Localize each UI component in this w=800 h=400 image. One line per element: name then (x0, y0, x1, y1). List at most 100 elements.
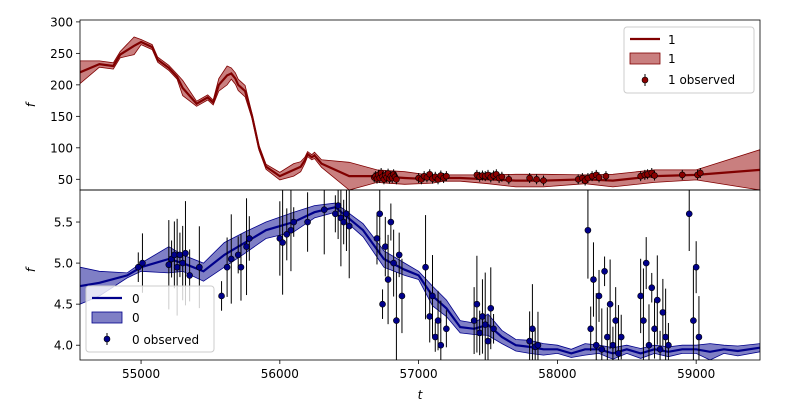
bottom-observed-marker (387, 218, 395, 226)
bottom-observed-marker (654, 296, 661, 304)
bottom-observed-marker (334, 202, 342, 209)
top-observed-marker (526, 174, 533, 182)
bottom-observed-marker (237, 263, 245, 271)
bottom-observed-point (651, 299, 658, 359)
top-y-tick-label: 200 (50, 78, 73, 92)
bottom-observed-marker (182, 249, 189, 257)
top-panel: 50 100 150 200 250 300 f 1 1 1 observed (24, 15, 761, 191)
top-y-tick-label: 150 (50, 110, 73, 124)
bottom-observed-marker (173, 263, 181, 271)
bottom-observed-marker (692, 263, 700, 271)
bottom-observed-point (218, 281, 225, 311)
bottom-observed-point (487, 267, 495, 350)
bottom-y-axis-label: f (24, 266, 38, 272)
bottom-observed-point (382, 216, 389, 277)
bottom-observed-marker (320, 206, 328, 214)
top-legend-band-swatch (629, 52, 661, 65)
bottom-observed-marker (290, 218, 298, 226)
bottom-observed-marker (429, 292, 436, 300)
x-tick-label: 55000 (122, 367, 160, 381)
top-observed-marker (678, 171, 686, 179)
bottom-observed-point (398, 258, 406, 334)
bottom-observed-marker (584, 226, 592, 234)
bottom-observed-point (590, 242, 597, 317)
bottom-observed-point (171, 221, 178, 289)
bottom-observed-marker (604, 333, 611, 341)
bottom-observed-marker (592, 341, 600, 349)
bottom-observed-marker (640, 317, 647, 324)
bottom-observed-point (612, 287, 619, 355)
bottom-y-tick-label: 4.5 (54, 298, 73, 312)
x-tick-label: 59000 (677, 367, 715, 381)
bottom-observed-marker (481, 321, 489, 328)
bottom-observed-point (376, 190, 384, 255)
bottom-y-tick-label: 4.0 (54, 339, 73, 353)
top-observed-point (540, 175, 547, 186)
bottom-observed-point (393, 272, 400, 360)
bottom-observed-marker (637, 292, 644, 300)
bottom-observed-point (481, 272, 489, 360)
bottom-observed-point (648, 272, 656, 303)
bottom-observed-marker (662, 333, 669, 341)
bottom-legend-label-band: 0 (132, 311, 140, 325)
bottom-observed-point (606, 259, 614, 349)
bottom-observed-point (595, 269, 603, 322)
bottom-observed-point (437, 300, 445, 360)
top-y-ticks: 50 100 150 200 250 300 (50, 15, 80, 187)
bottom-observed-point (422, 215, 429, 320)
x-axis-label: t (418, 388, 424, 400)
bottom-observed-point (692, 241, 700, 294)
bottom-observed-marker (470, 317, 478, 324)
bottom-observed-point (223, 237, 231, 297)
bottom-observed-marker (443, 325, 450, 333)
bottom-observed-marker (223, 263, 231, 271)
bottom-observed-marker (437, 341, 445, 349)
bottom-observed-marker (283, 231, 291, 238)
bottom-observed-point (534, 311, 542, 360)
bottom-observed-marker (227, 255, 235, 263)
bottom-legend-marker-swatch (103, 335, 111, 343)
bottom-observed-marker (426, 313, 434, 320)
bottom-observed-point (484, 315, 492, 360)
bottom-observed-marker (587, 325, 594, 333)
bottom-observed-marker (390, 259, 397, 267)
bottom-observed-marker (393, 317, 400, 324)
bottom-observed-marker (376, 210, 384, 218)
bottom-observed-point (640, 268, 647, 360)
bottom-observed-marker (395, 251, 403, 259)
bottom-observed-point (379, 289, 386, 319)
top-y-axis-label: f (24, 101, 38, 107)
bottom-observed-marker (590, 276, 597, 283)
bottom-observed-marker (246, 235, 253, 242)
bottom-observed-point (473, 255, 481, 353)
bottom-observed-point (395, 232, 403, 278)
bottom-observed-point (390, 229, 397, 297)
bottom-observed-marker (196, 263, 203, 271)
top-observed-point (651, 170, 658, 181)
bottom-observed-point (387, 203, 395, 241)
bottom-observed-point (384, 234, 392, 325)
top-observed-marker (533, 175, 540, 183)
bottom-x-ticks: 55000 56000 57000 58000 59000 (122, 360, 715, 381)
top-observed-marker (602, 172, 610, 180)
bottom-observed-point (645, 304, 653, 360)
bottom-observed-point (470, 287, 478, 355)
top-legend: 1 1 1 observed (623, 26, 755, 94)
bottom-observed-marker (343, 210, 350, 218)
bottom-observed-marker (490, 325, 497, 333)
bottom-observed-point (685, 190, 693, 251)
bottom-observed-marker (340, 218, 347, 226)
bottom-legend: 0 0 0 observed (85, 285, 215, 353)
top-observed-marker (498, 173, 506, 181)
bottom-observed-marker (648, 284, 656, 292)
bottom-observed-marker (373, 235, 381, 242)
bottom-observed-point (642, 237, 650, 290)
bottom-observed-marker (139, 259, 146, 267)
bottom-observed-point (279, 190, 286, 295)
bottom-observed-point (690, 268, 697, 360)
bottom-observed-marker (534, 341, 542, 349)
bottom-observed-marker (234, 251, 242, 259)
top-legend-marker-swatch (641, 76, 649, 84)
top-y-tick-label: 50 (58, 173, 73, 187)
